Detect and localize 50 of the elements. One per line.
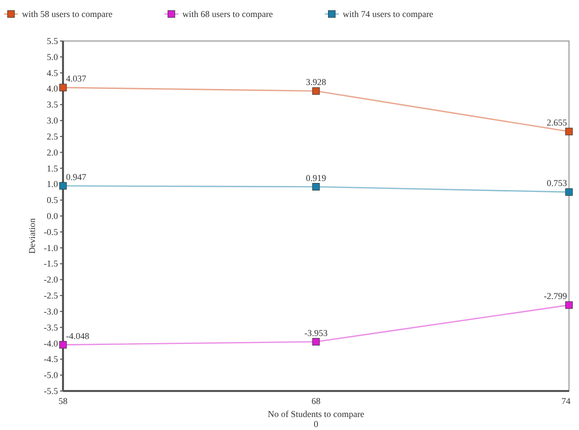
legend-label: with 58 users to compare [22, 9, 112, 19]
x-tick-label: 58 [58, 396, 68, 406]
point [312, 338, 320, 346]
y-tick-label: 5.0 [46, 52, 58, 62]
y-tick-label: -0.5 [44, 226, 58, 237]
data-label: -2.799 [544, 291, 568, 302]
y-tick-label: 2.0 [46, 147, 58, 158]
text: 0 [314, 419, 319, 429]
y-tick-label: -2.5 [44, 290, 58, 301]
y-tick-label: -3.0 [44, 306, 58, 316]
y-tick-label: -5.0 [44, 370, 58, 380]
y-tick-label: -3.5 [44, 322, 58, 332]
y-tick-label: 1.0 [46, 179, 58, 190]
point [565, 301, 573, 309]
data-label: 3.928 [306, 77, 327, 88]
point [59, 84, 67, 92]
x-tick-label: 74 [562, 396, 571, 406]
y-tick-label: 0.0 [46, 211, 58, 221]
point [59, 341, 67, 349]
point [565, 128, 573, 136]
y-tick-label: 4.0 [46, 84, 58, 94]
data-label: 0.947 [66, 172, 87, 182]
data-label: 0.753 [546, 178, 568, 188]
y-tick-label: 1.5 [46, 163, 58, 174]
data-label: -4.048 [66, 330, 90, 341]
legend-label: with 68 users to compare [182, 9, 273, 19]
legend-label: with 74 users to compare [342, 9, 434, 19]
point [312, 183, 320, 191]
point [565, 188, 573, 196]
x-tick-label: 68 [312, 396, 321, 406]
y-tick-label: -2.0 [44, 274, 58, 285]
data-label: 0.919 [306, 172, 327, 183]
y-tick-label: -1.5 [44, 258, 58, 269]
y-tick-label: 3.0 [46, 116, 58, 126]
y-tick-label: -1.0 [44, 242, 58, 253]
y-tick-label: -4.5 [44, 354, 58, 364]
y-tick-label: 3.5 [46, 100, 58, 110]
data-label: 4.037 [66, 74, 87, 84]
y-tick-label: 0.5 [46, 195, 58, 206]
y-axis-title: Deviation [27, 218, 37, 254]
point [312, 87, 320, 95]
y-tick-label: 5.5 [46, 36, 58, 46]
y-tick-label: 4.5 [46, 68, 58, 78]
data-label: 2.655 [546, 118, 568, 128]
data-label: -3.953 [304, 328, 328, 338]
y-tick-label: 2.5 [46, 131, 58, 142]
y-tick-label: -5.5 [44, 386, 58, 396]
x-axis-title: No of Students to compare [268, 409, 364, 419]
point [59, 182, 67, 190]
y-tick-label: -4.0 [44, 338, 58, 348]
